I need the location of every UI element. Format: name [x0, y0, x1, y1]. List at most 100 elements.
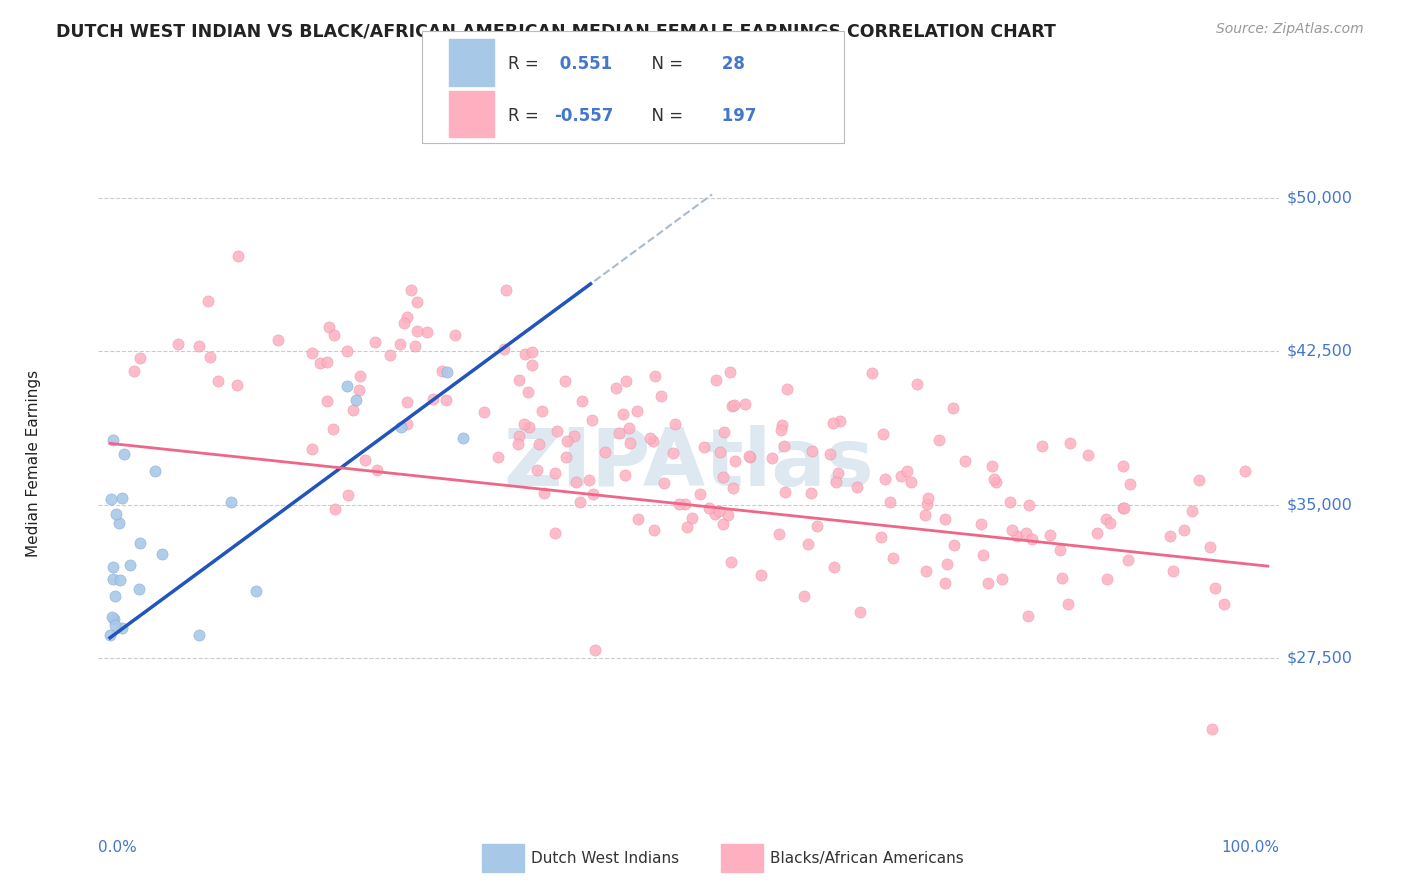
Point [562, 429, 585, 443]
Point [486, 450, 509, 464]
Point [520, 345, 543, 359]
Point [934, 512, 956, 526]
Point [721, 481, 744, 495]
Point [436, 365, 458, 379]
Point [517, 420, 540, 434]
Text: $27,500: $27,500 [1286, 651, 1353, 665]
Point [818, 447, 841, 461]
Point [104, 618, 127, 632]
Point [981, 459, 1004, 474]
Point [1159, 529, 1181, 543]
Point [720, 554, 742, 568]
Point [806, 519, 828, 533]
Point [187, 338, 209, 352]
Point [1050, 570, 1073, 584]
Point [860, 367, 883, 381]
Point [749, 568, 772, 582]
Text: 197: 197 [716, 107, 756, 125]
Point [318, 320, 340, 334]
Point [207, 374, 229, 388]
Point [267, 333, 290, 347]
Point [890, 468, 912, 483]
Point [128, 582, 150, 596]
Point [245, 584, 267, 599]
Point [569, 494, 592, 508]
Point [769, 423, 792, 437]
Point [953, 453, 976, 467]
Point [654, 476, 676, 491]
Point [107, 516, 129, 531]
Point [718, 365, 741, 379]
Point [104, 508, 127, 522]
Point [529, 436, 551, 450]
Point [1114, 501, 1136, 516]
Point [1031, 439, 1053, 453]
Point [942, 401, 965, 415]
Point [388, 336, 411, 351]
Point [773, 439, 796, 453]
Point [773, 485, 796, 500]
Point [650, 389, 672, 403]
Point [703, 508, 725, 522]
Point [984, 475, 1007, 489]
Text: 0.0%: 0.0% [98, 840, 138, 855]
Point [1234, 464, 1257, 478]
Point [349, 368, 371, 383]
Point [553, 375, 575, 389]
Point [607, 426, 630, 441]
Point [1039, 528, 1062, 542]
Point [673, 497, 696, 511]
Point [643, 523, 665, 537]
Point [738, 449, 761, 463]
Point [704, 373, 727, 387]
Point [422, 392, 444, 406]
Point [1173, 523, 1195, 537]
Point [626, 403, 648, 417]
Point [713, 516, 735, 531]
Point [316, 355, 339, 369]
Point [681, 511, 703, 525]
Point [581, 413, 603, 427]
Point [98, 627, 121, 641]
Point [724, 454, 747, 468]
Text: 0.551: 0.551 [554, 55, 612, 73]
Point [389, 420, 412, 434]
Point [990, 572, 1012, 586]
Point [713, 425, 735, 439]
Point [934, 576, 956, 591]
Point [522, 359, 544, 373]
Point [546, 424, 568, 438]
Point [344, 392, 367, 407]
Point [143, 464, 166, 478]
Point [395, 310, 418, 324]
Point [1085, 526, 1108, 541]
Text: 28: 28 [716, 55, 745, 73]
Point [150, 547, 173, 561]
Point [1018, 498, 1040, 512]
Point [571, 393, 593, 408]
Point [1005, 529, 1028, 543]
Point [325, 502, 347, 516]
Point [612, 407, 634, 421]
Point [301, 442, 323, 456]
Text: Source: ZipAtlas.com: Source: ZipAtlas.com [1216, 22, 1364, 37]
Point [595, 445, 617, 459]
Point [915, 497, 938, 511]
Point [740, 450, 762, 464]
Point [1118, 477, 1140, 491]
Point [905, 376, 928, 391]
Point [583, 643, 606, 657]
Point [977, 575, 1000, 590]
Point [336, 488, 359, 502]
Point [108, 573, 131, 587]
Point [122, 364, 145, 378]
Point [404, 339, 426, 353]
Point [900, 475, 922, 489]
Point [323, 327, 346, 342]
Point [1001, 523, 1024, 537]
Point [555, 450, 578, 464]
Point [689, 487, 711, 501]
Point [1077, 448, 1099, 462]
Point [1188, 473, 1211, 487]
Point [721, 399, 744, 413]
